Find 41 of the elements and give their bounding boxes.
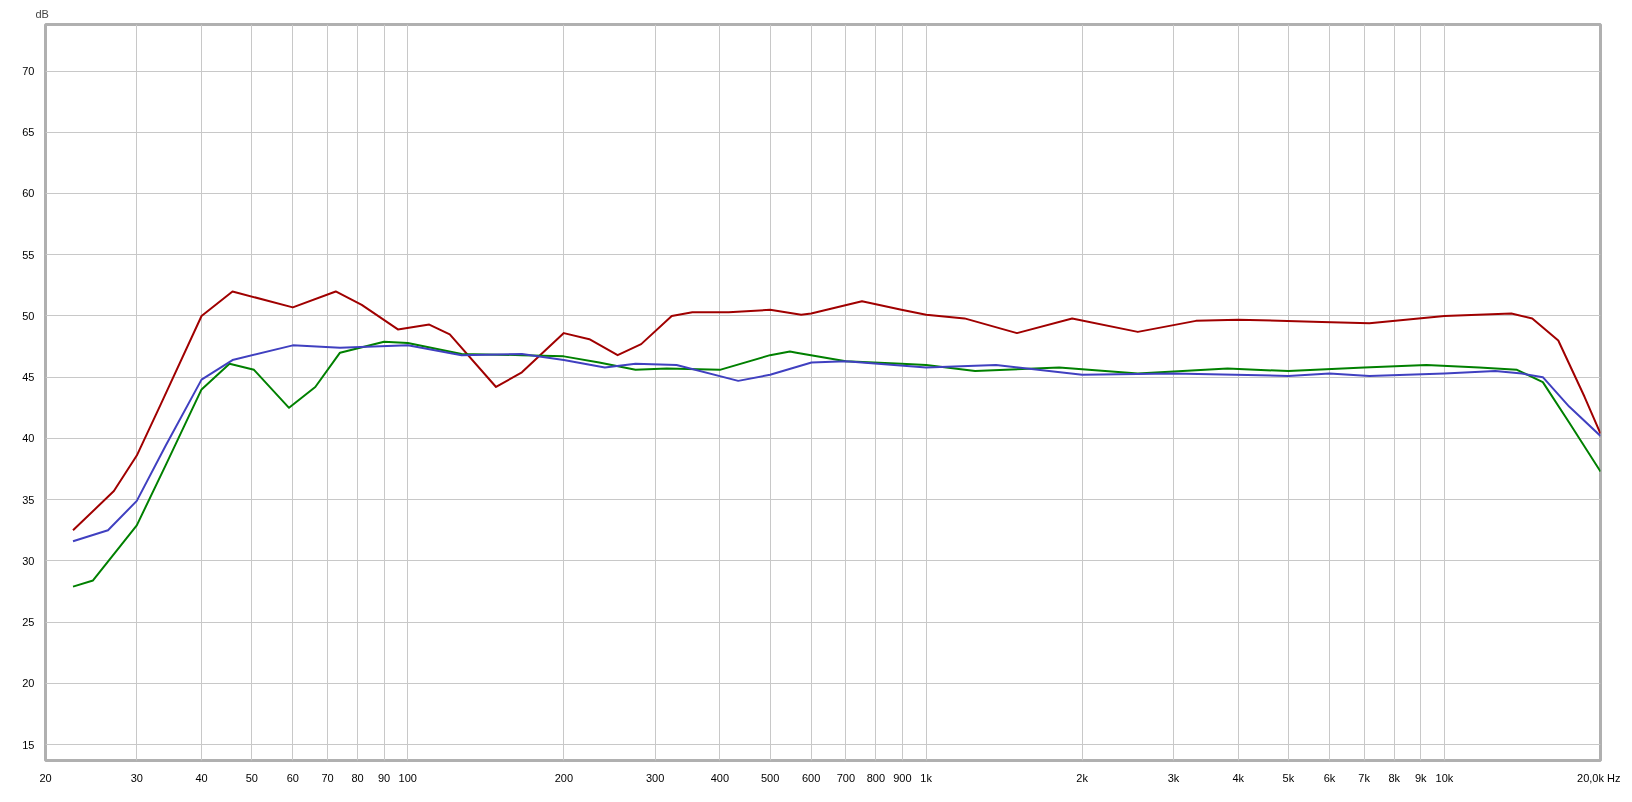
x-tick-label: 200 [554, 771, 574, 784]
x-tick-label: 3k [1167, 771, 1180, 784]
y-tick-label: 30 [22, 554, 35, 567]
x-tick-label: 80 [351, 771, 364, 784]
y-tick-label: 35 [22, 493, 35, 506]
x-tick-label: 30 [130, 771, 143, 784]
x-tick-label: 1k [920, 771, 933, 784]
x-tick-label: 60 [286, 771, 299, 784]
x-tick-label: 400 [710, 771, 730, 784]
x-tick-label: 800 [866, 771, 886, 784]
y-tick-label: 40 [22, 432, 35, 445]
x-tick-label: 900 [893, 771, 912, 784]
y-tick-label: 55 [22, 248, 35, 261]
y-tick-label: 50 [22, 309, 35, 322]
x-tick-label: 7k [1358, 771, 1371, 784]
y-tick-label: 45 [22, 371, 35, 384]
x-tick-label: 5k [1282, 771, 1295, 784]
x-tick-label: 700 [836, 771, 856, 784]
y-tick-label: 15 [22, 738, 35, 751]
y-axis-title: dB [35, 7, 49, 20]
x-tick-label: 600 [801, 771, 821, 784]
x-tick-label: 500 [760, 771, 780, 784]
x-tick-label: 4k [1232, 771, 1245, 784]
x-tick-label: 20,0k Hz [1577, 771, 1621, 784]
x-tick-label: 9k [1414, 771, 1428, 784]
x-tick-label: 2k [1076, 771, 1089, 784]
x-tick-label: 8k [1388, 771, 1401, 784]
x-tick-label: 90 [377, 771, 391, 784]
y-tick-label: 20 [22, 677, 35, 690]
y-tick-label: 65 [22, 126, 35, 139]
x-tick-label: 20 [39, 771, 52, 784]
x-tick-label: 40 [195, 771, 208, 784]
y-tick-label: 70 [22, 65, 35, 78]
x-tick-label: 100 [398, 771, 417, 784]
x-tick-label: 300 [645, 771, 665, 784]
x-tick-label: 70 [321, 771, 334, 784]
x-tick-label: 6k [1323, 771, 1336, 784]
y-tick-label: 60 [22, 187, 35, 200]
y-tick-label: 25 [22, 616, 35, 629]
x-tick-label: 50 [245, 771, 258, 784]
x-tick-label: 10k [1435, 771, 1454, 784]
